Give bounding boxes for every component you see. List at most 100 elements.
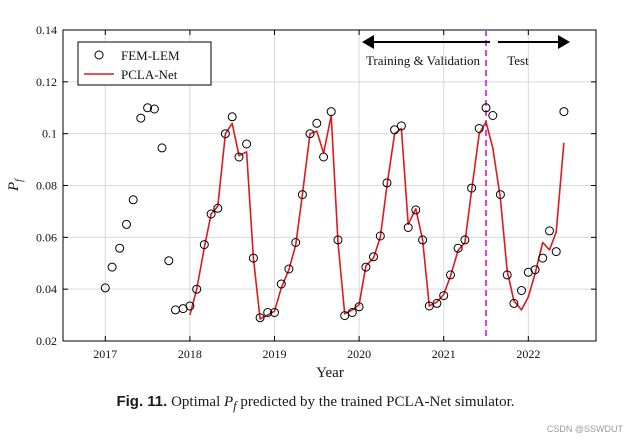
y-tick-label: 0.04	[36, 282, 57, 296]
fem-lem-point	[136, 113, 146, 123]
fem-lem-point	[115, 243, 125, 253]
x-tick-label: 2019	[263, 347, 287, 361]
fem-lem-point	[206, 209, 216, 219]
y-tick-label: 0.1	[42, 127, 57, 141]
fem-lem-point	[199, 240, 209, 250]
fem-lem-point	[361, 262, 371, 272]
fem-lem-point	[446, 270, 455, 280]
fem-lem-point	[559, 107, 569, 117]
y-axis-label-sub: f	[14, 178, 25, 182]
fem-lem-point	[481, 103, 491, 113]
caption-symbol-sub: f	[233, 399, 237, 413]
legend-fem-lem-label: FEM-LEM	[121, 48, 180, 63]
x-tick-label: 2020	[347, 347, 371, 361]
y-tick-label: 0.14	[36, 23, 57, 37]
fem-lem-point	[375, 231, 385, 241]
fem-lem-point	[369, 252, 378, 262]
fem-lem-point	[122, 219, 131, 229]
fem-lem-point	[149, 104, 159, 114]
fem-lem-point	[297, 190, 307, 200]
fem-lem-series	[100, 103, 569, 323]
fem-lem-point	[164, 256, 174, 266]
fem-lem-point	[354, 302, 364, 312]
x-axis: 2017 2018 2019 2020 2021 2022	[93, 30, 540, 361]
x-axis-label: Year	[316, 365, 344, 381]
fem-lem-point	[517, 286, 526, 295]
test-label: Test	[507, 53, 529, 68]
fem-lem-point	[347, 308, 357, 317]
y-axis-label: Pf	[6, 178, 25, 192]
fem-lem-point	[418, 235, 428, 245]
fem-lem-point	[248, 253, 258, 263]
training-arrow	[362, 35, 490, 49]
training-validation-label: Training & Validation	[366, 53, 481, 68]
watermark: CSDN @SSWDUT	[546, 424, 623, 434]
fem-lem-point	[502, 270, 512, 280]
fem-lem-point	[242, 139, 252, 149]
caption-text-after: predicted by the trained PCLA-Net simula…	[236, 394, 515, 410]
fem-lem-point	[509, 298, 519, 308]
fem-lem-point	[312, 118, 322, 128]
fem-lem-point	[213, 203, 223, 213]
fem-lem-point	[403, 223, 413, 232]
fem-lem-point	[340, 311, 350, 321]
fem-lem-point	[220, 129, 230, 139]
y-tick-label: 0.08	[36, 179, 57, 193]
fem-lem-point	[390, 125, 400, 135]
fem-lem-point	[326, 107, 336, 117]
fem-lem-point	[305, 129, 315, 139]
y-tick-label: 0.06	[36, 230, 57, 244]
caption-label: Fig. 11.	[116, 393, 168, 410]
fem-lem-point	[460, 235, 470, 245]
fem-lem-point	[263, 308, 273, 317]
fem-lem-point	[488, 111, 498, 120]
fem-lem-point	[411, 205, 421, 215]
fem-lem-point	[227, 112, 237, 122]
fem-lem-point	[234, 152, 244, 162]
fem-lem-point	[192, 284, 202, 294]
fem-lem-point	[128, 195, 138, 205]
fem-lem-point	[276, 279, 286, 289]
fem-lem-point	[100, 283, 110, 293]
fem-lem-point	[453, 243, 463, 253]
caption-symbol: P	[224, 394, 234, 410]
fem-lem-point	[545, 226, 554, 236]
fem-lem-point	[143, 103, 153, 113]
fem-lem-point	[270, 308, 279, 317]
legend: FEM-LEM PCLA-Net	[77, 41, 212, 86]
pcla-net-series-line	[189, 114, 565, 320]
x-tick-label: 2022	[516, 347, 540, 361]
legend-fem-lem-marker	[94, 50, 104, 60]
test-arrow	[498, 35, 570, 49]
chart: 2017 2018 2019 2020 2021 2022 0.020.040.060.0…	[6, 23, 597, 381]
y-axis-label-main: P	[6, 182, 22, 192]
fem-lem-point	[107, 262, 117, 272]
x-tick-label: 2021	[432, 347, 456, 361]
fem-lem-point	[467, 183, 477, 193]
fem-lem-point	[538, 253, 548, 263]
fem-lem-point	[495, 190, 505, 200]
fem-lem-point	[551, 247, 561, 257]
fem-lem-point	[291, 238, 301, 247]
fem-lem-point	[396, 121, 406, 131]
fem-lem-point	[333, 235, 343, 245]
svg-text:Pf: Pf	[6, 178, 25, 192]
fem-lem-point	[439, 291, 449, 301]
fem-lem-point	[530, 265, 540, 275]
figure-caption: Fig. 11. Optimal Pf predicted by the tra…	[0, 393, 631, 414]
x-tick-label: 2018	[178, 347, 202, 361]
fem-lem-point	[284, 264, 294, 274]
legend-pcla-net-label: PCLA-Net	[121, 67, 178, 82]
fem-lem-point	[382, 178, 392, 188]
caption-text-before: Optimal	[171, 394, 224, 410]
fem-lem-point	[255, 313, 265, 323]
fem-lem-point	[185, 301, 195, 311]
y-tick-label: 0.12	[36, 75, 57, 89]
fem-lem-point	[432, 298, 442, 308]
y-axis: 0.02 0.04 0.06 0.08 0.1 0.12 0.14	[36, 23, 596, 348]
fem-lem-point	[319, 152, 329, 162]
fem-lem-point	[474, 124, 484, 133]
y-tick-label: 0.02	[36, 334, 57, 348]
fem-lem-point	[157, 143, 167, 153]
x-tick-label: 2017	[93, 347, 117, 361]
